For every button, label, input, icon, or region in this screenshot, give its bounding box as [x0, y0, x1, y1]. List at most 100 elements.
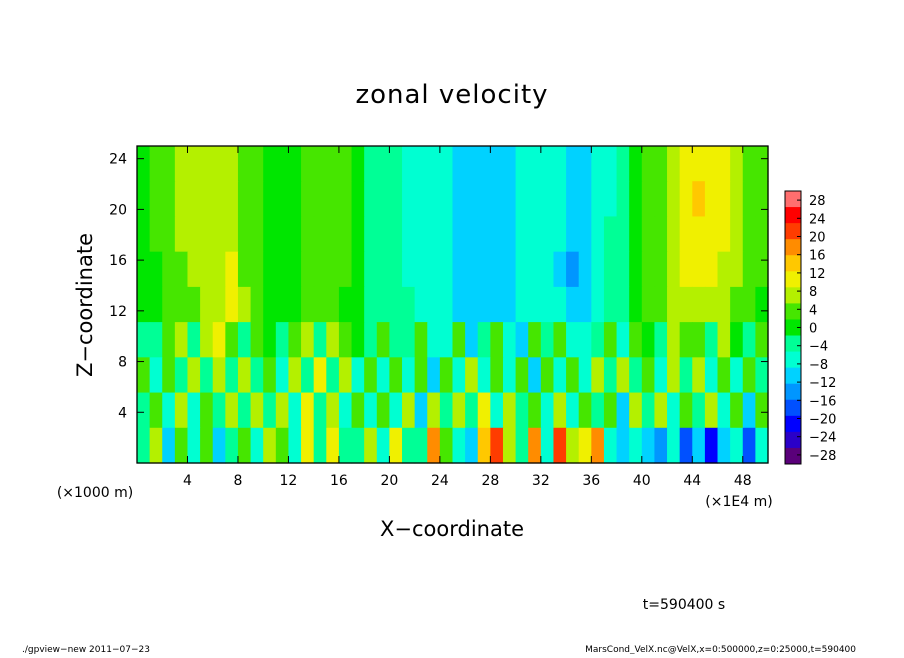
heatmap-cell	[402, 392, 416, 429]
heatmap-cell	[174, 427, 189, 464]
heatmap-cell	[250, 181, 264, 218]
heatmap-cell	[452, 181, 466, 218]
heatmap-cell	[389, 392, 403, 429]
heatmap-cell	[162, 357, 176, 394]
heatmap-cell	[490, 251, 504, 288]
heatmap-cell	[174, 322, 189, 358]
colorbar-band	[785, 399, 801, 417]
heatmap-cell	[717, 146, 731, 182]
heatmap-cell	[515, 146, 529, 182]
x-tick-label: 28	[481, 473, 499, 489]
colorbar-label: 20	[809, 231, 826, 246]
heatmap-cell	[641, 181, 656, 218]
heatmap-cell	[351, 392, 365, 429]
heatmap-cell	[439, 146, 454, 182]
heatmap-cell	[338, 251, 353, 288]
colorbar-label: 8	[809, 285, 817, 300]
heatmap-cell	[149, 357, 163, 394]
x-unit-left: (×1000 m)	[57, 485, 133, 501]
heatmap-cell	[149, 251, 163, 288]
heatmap-cell	[515, 427, 529, 464]
colorbar-band	[785, 271, 801, 288]
heatmap-cell	[250, 251, 264, 288]
heatmap-cell	[149, 146, 163, 182]
heatmap-cell	[641, 427, 656, 464]
heatmap-cell	[326, 216, 340, 253]
heatmap-cell	[338, 392, 353, 429]
heatmap-cell	[326, 427, 340, 464]
heatmap-cell	[730, 392, 744, 429]
heatmap-cell	[616, 216, 630, 253]
x-tick-label: 40	[633, 473, 651, 489]
heatmap-cell	[477, 181, 491, 218]
heatmap-cell	[313, 216, 327, 253]
heatmap-cell	[553, 216, 567, 253]
heatmap-cell	[427, 286, 441, 323]
heatmap-cell	[528, 322, 542, 358]
heatmap-cell	[566, 392, 580, 429]
heatmap-cell	[225, 322, 239, 358]
heatmap-cell	[654, 357, 668, 394]
heatmap-cell	[364, 181, 378, 218]
heatmap-cell	[566, 357, 580, 394]
heatmap-cell	[237, 322, 252, 358]
heatmap-cell	[402, 357, 416, 394]
heatmap-cell	[313, 286, 327, 323]
heatmap-cell	[667, 286, 681, 323]
heatmap-cell	[616, 251, 630, 288]
heatmap-cell	[704, 216, 719, 253]
x-tick-label: 32	[532, 473, 550, 489]
heatmap-cell	[704, 146, 719, 182]
heatmap-cell	[515, 216, 529, 253]
heatmap-cell	[389, 181, 403, 218]
heatmap-cell	[515, 286, 529, 323]
heatmap-cell	[641, 146, 656, 182]
heatmap-cell	[376, 286, 390, 323]
heatmap-cell	[427, 357, 441, 394]
footer-left: ./gpview−new 2011−07−23	[22, 645, 150, 654]
heatmap-cell	[603, 251, 618, 288]
heatmap-cell	[742, 146, 756, 182]
heatmap-cell	[465, 427, 479, 464]
heatmap-cell	[427, 216, 441, 253]
heatmap-cell	[540, 322, 555, 358]
heatmap-cell	[263, 181, 277, 218]
heatmap-cell	[313, 251, 327, 288]
heatmap-cell	[326, 357, 340, 394]
heatmap-cell	[515, 357, 529, 394]
heatmap-cell	[263, 146, 277, 182]
heatmap-cell	[692, 181, 706, 218]
heatmap-cell	[742, 181, 756, 218]
heatmap-cell	[237, 251, 252, 288]
heatmap-cell	[704, 322, 719, 358]
y-axis-title: Z−coordinate	[73, 233, 97, 377]
heatmap-cell	[326, 251, 340, 288]
heatmap-cell	[654, 251, 668, 288]
heatmap-cell	[603, 181, 618, 218]
heatmap-cell	[477, 392, 491, 429]
time-label: t=590400 s	[643, 597, 725, 613]
heatmap-cell	[174, 181, 189, 218]
heatmap-cell	[490, 392, 504, 429]
heatmap-cell	[755, 216, 769, 253]
heatmap-cell	[654, 286, 668, 323]
heatmap-cell	[402, 427, 416, 464]
heatmap-cell	[376, 427, 390, 464]
heatmap-cell	[389, 286, 403, 323]
heatmap-cell	[465, 357, 479, 394]
heatmap-cell	[566, 216, 580, 253]
heatmap-cell	[187, 146, 201, 182]
heatmap-cell	[704, 251, 719, 288]
colorbar-band	[785, 303, 801, 320]
heatmap-cell	[250, 357, 264, 394]
heatmap-cell	[376, 357, 390, 394]
heatmap-cell	[528, 286, 542, 323]
heatmap-cell	[679, 322, 693, 358]
heatmap-cell	[616, 322, 630, 358]
heatmap-cell	[452, 357, 466, 394]
heatmap-cell	[742, 322, 756, 358]
heatmap-cell	[338, 216, 353, 253]
heatmap-cell	[414, 146, 428, 182]
heatmap-cell	[237, 181, 252, 218]
